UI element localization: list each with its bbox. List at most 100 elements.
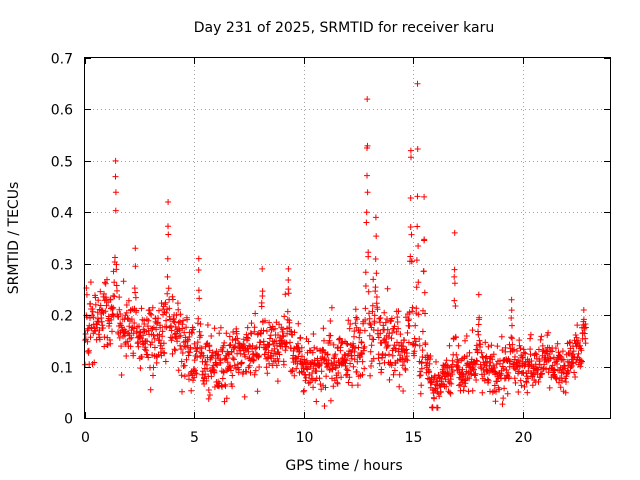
data-point bbox=[181, 329, 188, 336]
data-point bbox=[446, 342, 453, 349]
data-point bbox=[112, 207, 119, 214]
data-point bbox=[310, 331, 317, 337]
data-point bbox=[107, 296, 114, 303]
data-point bbox=[112, 254, 118, 261]
data-point bbox=[143, 316, 150, 323]
data-point bbox=[356, 334, 363, 341]
data-point bbox=[206, 392, 213, 398]
data-point bbox=[149, 339, 155, 346]
data-point bbox=[297, 334, 304, 341]
data-point bbox=[227, 363, 234, 370]
data-point bbox=[144, 323, 151, 330]
data-point bbox=[508, 307, 515, 314]
data-point bbox=[413, 257, 420, 264]
data-point bbox=[256, 364, 263, 370]
data-point bbox=[570, 348, 577, 355]
data-point bbox=[494, 343, 501, 350]
data-point bbox=[271, 345, 278, 352]
data-point bbox=[500, 395, 507, 402]
data-point bbox=[413, 284, 420, 291]
data-point bbox=[364, 96, 371, 103]
data-point bbox=[420, 268, 427, 275]
data-point bbox=[335, 370, 342, 376]
data-point bbox=[527, 331, 534, 338]
data-point bbox=[566, 349, 573, 356]
data-point bbox=[87, 300, 94, 307]
data-point bbox=[407, 224, 414, 230]
data-point bbox=[194, 339, 201, 346]
data-point bbox=[520, 354, 526, 361]
data-point bbox=[406, 316, 412, 323]
data-point bbox=[572, 374, 579, 380]
data-point bbox=[233, 330, 240, 337]
data-point bbox=[162, 299, 169, 306]
data-point bbox=[172, 347, 179, 354]
data-point bbox=[472, 370, 479, 377]
data-point bbox=[368, 363, 374, 369]
data-point bbox=[421, 193, 428, 200]
data-point bbox=[153, 320, 160, 327]
data-point bbox=[323, 373, 330, 380]
data-point bbox=[322, 384, 329, 391]
data-point bbox=[242, 353, 249, 360]
data-point bbox=[511, 375, 518, 382]
data-point bbox=[456, 382, 462, 389]
data-point bbox=[469, 387, 476, 394]
data-point bbox=[92, 301, 99, 308]
data-point bbox=[436, 393, 443, 400]
data-point bbox=[244, 334, 251, 341]
data-point bbox=[266, 319, 273, 326]
data-point bbox=[536, 358, 543, 365]
data-point bbox=[229, 383, 236, 390]
x-tick-label: 10 bbox=[296, 430, 314, 446]
data-point bbox=[178, 358, 185, 365]
data-point bbox=[344, 367, 351, 374]
data-point bbox=[327, 397, 334, 404]
data-point bbox=[508, 334, 515, 341]
data-point bbox=[104, 276, 110, 283]
data-point bbox=[238, 359, 245, 366]
data-point bbox=[229, 355, 236, 362]
data-point bbox=[174, 300, 181, 307]
data-point bbox=[110, 312, 117, 319]
data-point bbox=[415, 311, 422, 318]
data-point bbox=[338, 374, 345, 381]
data-point bbox=[106, 320, 113, 327]
x-tick-label: 15 bbox=[405, 430, 423, 446]
data-point bbox=[94, 315, 101, 322]
data-point bbox=[98, 318, 105, 325]
data-point bbox=[125, 297, 132, 304]
data-point bbox=[407, 147, 414, 154]
data-point bbox=[149, 325, 156, 332]
data-point bbox=[508, 296, 515, 303]
data-point bbox=[303, 357, 310, 364]
data-point bbox=[394, 319, 401, 325]
data-point bbox=[116, 306, 123, 313]
data-point bbox=[579, 358, 585, 365]
data-point bbox=[226, 342, 233, 349]
data-point bbox=[180, 317, 187, 324]
data-point bbox=[156, 307, 162, 314]
data-point bbox=[102, 280, 109, 287]
data-point bbox=[262, 346, 269, 353]
data-point bbox=[408, 258, 415, 265]
data-point bbox=[355, 344, 362, 351]
data-point bbox=[373, 233, 380, 240]
data-point bbox=[263, 364, 270, 371]
data-point bbox=[179, 388, 185, 395]
data-point bbox=[332, 351, 339, 358]
data-point bbox=[352, 320, 359, 327]
data-point bbox=[147, 386, 154, 393]
data-point bbox=[213, 361, 220, 368]
data-point bbox=[227, 367, 234, 374]
data-point bbox=[191, 340, 198, 347]
data-point bbox=[477, 341, 484, 348]
data-point bbox=[578, 347, 585, 354]
data-point bbox=[473, 346, 480, 353]
data-point bbox=[296, 349, 303, 355]
data-point bbox=[524, 389, 531, 396]
data-point bbox=[126, 323, 133, 330]
data-point bbox=[562, 389, 569, 396]
data-point bbox=[358, 339, 365, 346]
data-point bbox=[451, 297, 458, 304]
